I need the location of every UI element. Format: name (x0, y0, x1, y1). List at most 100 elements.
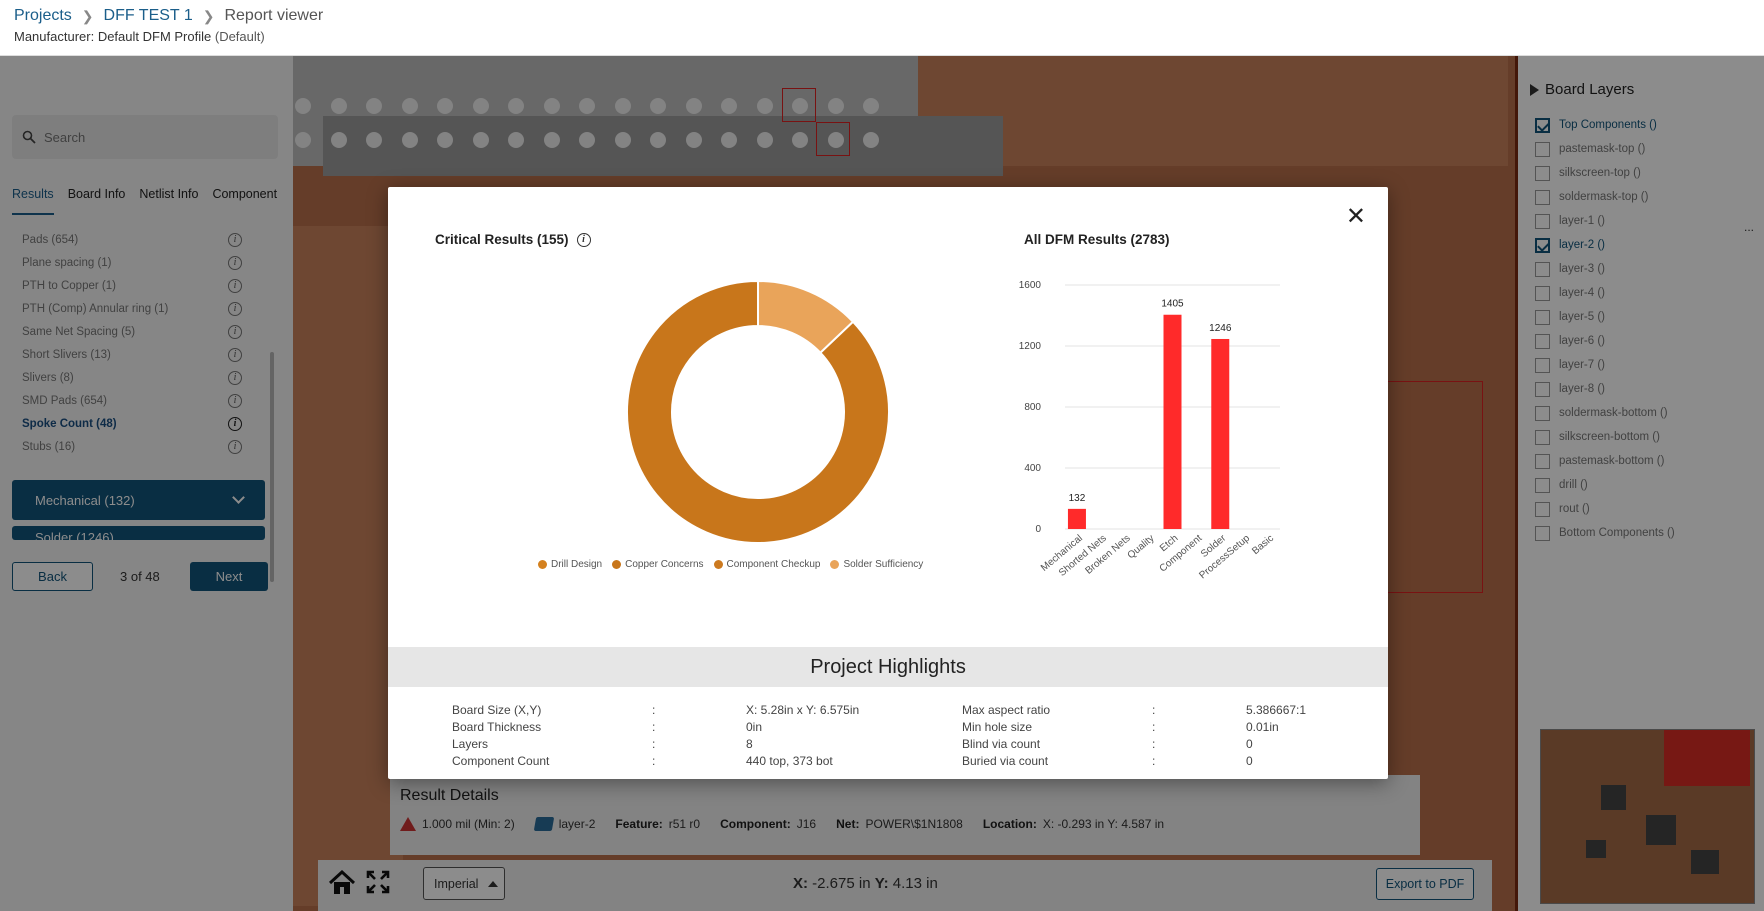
layer-checkbox[interactable] (1535, 309, 1550, 325)
more-icon[interactable]: ... (1743, 220, 1754, 234)
units-select[interactable]: Imperial (423, 867, 505, 900)
info-icon[interactable]: i (228, 324, 242, 339)
legend-item[interactable]: Component Checkup (713, 559, 820, 570)
minimap-viewport[interactable] (1664, 730, 1750, 786)
info-icon[interactable]: i (228, 278, 242, 293)
layer-item[interactable]: layer-7 () (1535, 353, 1675, 377)
category-solder[interactable]: Solder (1246) (12, 526, 265, 540)
info-icon[interactable]: i (228, 347, 242, 362)
info-icon[interactable]: i (228, 370, 242, 385)
layer-item[interactable]: soldermask-bottom () (1535, 401, 1675, 425)
result-item[interactable]: Plane spacing (1) i (22, 251, 242, 274)
layer-item[interactable]: layer-4 () (1535, 281, 1675, 305)
category-mechanical[interactable]: Mechanical (132) (12, 480, 265, 520)
legend-swatch (713, 560, 723, 569)
info-icon[interactable]: i (576, 232, 591, 247)
pad (472, 98, 489, 114)
board-minimap[interactable] (1540, 729, 1755, 904)
layer-checkbox[interactable] (1535, 333, 1550, 349)
legend-label: Drill Design (551, 559, 603, 570)
layer-item[interactable]: pastemask-bottom () (1535, 449, 1675, 473)
tab-component[interactable]: Component (212, 187, 278, 201)
tab-board-info[interactable]: Board Info (67, 187, 126, 201)
result-item[interactable]: Slivers (8) i (22, 366, 242, 389)
layer-checkbox[interactable] (1535, 213, 1550, 229)
info-icon[interactable]: i (228, 232, 242, 247)
back-button[interactable]: Back (12, 562, 93, 591)
pad (650, 132, 666, 148)
result-item[interactable]: Stubs (16) i (22, 435, 242, 458)
close-icon[interactable]: ✕ (1345, 203, 1366, 230)
fullscreen-icon[interactable] (366, 870, 390, 894)
result-item-selected[interactable]: Spoke Count (48) i (22, 412, 242, 435)
layer-checkbox[interactable] (1535, 165, 1550, 181)
layer-checkbox[interactable] (1535, 261, 1550, 277)
layer-checkbox[interactable] (1535, 237, 1550, 253)
result-item[interactable]: SMD Pads (654) i (22, 389, 242, 412)
info-icon[interactable]: i (228, 301, 242, 316)
layer-item[interactable]: layer-6 () (1535, 329, 1675, 353)
search-input[interactable] (44, 129, 264, 145)
tab-results[interactable]: Results (12, 187, 54, 215)
layer-checkbox[interactable] (1535, 357, 1550, 373)
layer-checkbox[interactable] (1535, 453, 1550, 469)
layer-checkbox[interactable] (1535, 381, 1550, 397)
breadcrumb-projects[interactable]: Projects (14, 7, 72, 24)
donut-slice[interactable] (757, 279, 855, 355)
layer-item[interactable]: Bottom Components () (1535, 521, 1675, 545)
layer-item[interactable]: silkscreen-top () (1535, 161, 1675, 185)
legend-item[interactable]: Solder Sufficiency (830, 559, 923, 570)
board-layers-header[interactable]: Board Layers (1530, 81, 1634, 98)
result-item[interactable]: PTH (Comp) Annular ring (1) i (22, 297, 242, 320)
bar[interactable] (1067, 508, 1086, 529)
home-icon[interactable] (328, 870, 356, 896)
feature-label: Feature: (615, 817, 663, 831)
result-label: Short Slivers (13) (22, 348, 111, 361)
highlight-value: X: 5.28in x Y: 6.575in (746, 703, 860, 717)
layer-item[interactable]: drill () (1535, 473, 1675, 497)
result-item[interactable]: PTH to Copper (1) i (22, 274, 242, 297)
info-icon[interactable]: i (228, 439, 242, 454)
export-pdf-button[interactable]: Export to PDF (1376, 868, 1474, 900)
bar[interactable] (1211, 338, 1230, 529)
info-icon[interactable]: i (228, 416, 242, 431)
bar[interactable] (1163, 314, 1182, 529)
legend-item[interactable]: Copper Concerns (612, 559, 704, 570)
layer-item[interactable]: layer-3 () (1535, 257, 1675, 281)
result-item[interactable]: Pads (654) i (22, 228, 242, 251)
result-item[interactable]: Short Slivers (13) i (22, 343, 242, 366)
layer-item[interactable]: pastemask-top () (1535, 137, 1675, 161)
results-scrollbar[interactable] (270, 352, 274, 582)
info-icon[interactable]: i (228, 255, 242, 270)
layer-checkbox[interactable] (1535, 117, 1550, 133)
legend-item[interactable]: Drill Design (538, 559, 602, 570)
layer-checkbox[interactable] (1535, 501, 1550, 517)
layer-checkbox[interactable] (1535, 429, 1550, 445)
result-item[interactable]: Same Net Spacing (5) i (22, 320, 242, 343)
info-icon[interactable]: i (228, 393, 242, 408)
next-button[interactable]: Next (190, 562, 268, 591)
donut-slice[interactable] (626, 279, 890, 544)
highlight-value: 0 (1246, 737, 1253, 751)
layer-item[interactable]: rout () (1535, 497, 1675, 521)
layer-checkbox[interactable] (1535, 141, 1550, 157)
legend-swatch (612, 560, 622, 569)
layer-checkbox[interactable] (1535, 189, 1550, 205)
page-indicator: 3 of 48 (120, 569, 160, 584)
tab-netlist-info[interactable]: Netlist Info (139, 187, 199, 201)
layer-checkbox[interactable] (1535, 285, 1550, 301)
layer-item[interactable]: layer-1 () (1535, 209, 1675, 233)
layer-item[interactable]: layer-5 () (1535, 305, 1675, 329)
breadcrumb-project[interactable]: DFF TEST 1 (103, 7, 193, 24)
layer-item[interactable]: soldermask-top () (1535, 185, 1675, 209)
y-tick-label: 0 (1035, 524, 1041, 535)
pad (543, 98, 560, 114)
layer-item[interactable]: silkscreen-bottom () (1535, 425, 1675, 449)
layer-item[interactable]: layer-8 () (1535, 377, 1675, 401)
layer-checkbox[interactable] (1535, 477, 1550, 493)
layer-item[interactable]: layer-2 () (1535, 233, 1675, 257)
layer-checkbox[interactable] (1535, 405, 1550, 421)
layer-item[interactable]: Top Components () (1535, 113, 1675, 137)
layer-checkbox[interactable] (1535, 525, 1550, 541)
panel-tabs: Results Board Info Netlist Info Componen… (12, 187, 277, 215)
